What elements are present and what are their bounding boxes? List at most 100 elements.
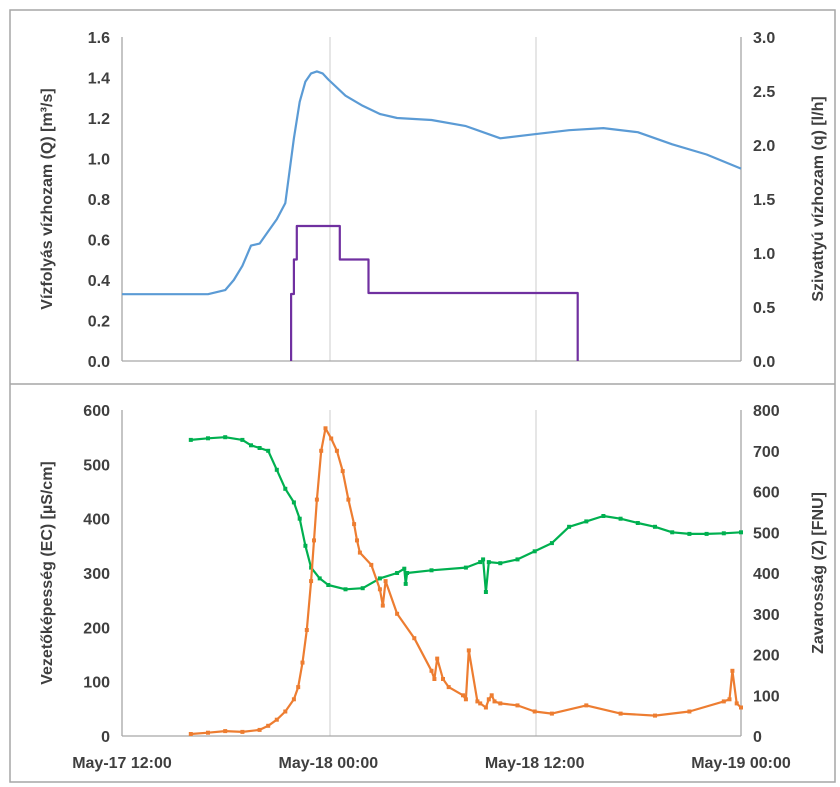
bottom-series-1-marker [296,685,301,690]
bottom-series-1-marker [334,448,339,453]
bottom-right-tick-label: 400 [753,566,780,583]
bottom-series-0-marker [326,583,331,587]
bottom-series-1-marker [319,448,324,453]
bottom-left-tick-label: 0 [101,729,110,746]
bottom-series-0-marker [567,524,572,529]
x-tick-label: May-19 00:00 [691,755,791,772]
bottom-series-0-marker [291,500,296,505]
bottom-series-0-marker [653,524,657,529]
bottom-right-tick-label: 0 [753,729,762,746]
bottom-series-1-marker [475,699,480,704]
bottom-series-1-marker [274,717,279,722]
top-left-tick-label: 1.6 [88,30,110,47]
figure-border [9,9,836,783]
bottom-left-tick-label: 400 [83,512,110,529]
top-right-tick-label: 0.5 [753,300,775,317]
bottom-series-1-marker [446,685,451,690]
bottom-series-1-marker [377,587,382,592]
bottom-series-0-marker [303,543,308,548]
top-series-1-line [290,224,579,361]
bottom-series-1-marker [653,713,657,718]
top-right-tick-label: 2.5 [753,84,775,101]
bottom-right-tick-label: 500 [753,525,780,542]
bottom-series-0-marker [463,565,468,570]
bottom-series-0-marker [223,435,228,440]
top-right-tick-label: 3.0 [753,30,775,47]
bottom-right-tick-label: 600 [753,485,780,502]
bottom-series-0-marker [257,446,262,450]
bottom-left-tick-label: 300 [83,566,110,583]
bottom-series-1-marker [369,562,374,567]
bottom-series-1-marker [730,668,735,673]
bottom-series-1-marker [721,699,726,704]
bottom-series-1-marker [687,709,692,714]
bottom-series-1-marker [549,711,554,716]
top-left-tick-label: 0.0 [88,354,110,371]
bottom-left-tick-labels: 0 100 200 300 400 500 600 [83,403,110,746]
top-panel: 0.0 0.2 0.4 0.6 0.8 1.0 1.2 1.4 1.6 0.0 0.5 1.0 1.5… [39,30,827,371]
bottom-series-0-marker [670,530,675,535]
bottom-series-1-marker [223,729,228,734]
bottom-left-axis-label: Vezetőképesség (EC) [µS/cm] [39,461,56,685]
bottom-series-0-marker [343,587,348,592]
top-right-axis-label: Szivattyú vízhozam (q) [l/h] [810,96,827,301]
bottom-series-1-marker [412,636,417,641]
bottom-series-0-marker [266,448,271,453]
bottom-series-0-marker [478,560,483,565]
top-right-tick-label: 1.5 [753,192,775,209]
bottom-series-0-marker [498,561,503,566]
bottom-series-0-marker [601,514,606,518]
bottom-series-1-marker [240,729,245,734]
bottom-right-tick-label: 300 [753,607,780,624]
bottom-series-0-marker [206,436,210,441]
bottom-series-1-marker [478,701,483,706]
bottom-series-1-marker [357,550,362,555]
bottom-series-0-marker [377,576,382,581]
x-tick-label: May-18 00:00 [279,755,379,772]
bottom-series-0-marker [360,586,365,591]
top-left-tick-label: 0.6 [88,233,110,250]
bottom-left-tick-label: 200 [83,620,110,637]
bottom-series-0-marker [486,560,491,565]
top-left-tick-label: 0.4 [88,273,110,290]
top-right-tick-label: 1.0 [753,246,775,263]
top-left-axis-label: Vízfolyás vízhozam (Q) [m³/s] [39,88,56,309]
bottom-series-0-marker [481,557,486,562]
bottom-series-0-marker [532,549,537,554]
top-left-tick-label: 0.2 [88,314,110,331]
bottom-series-group [188,426,743,736]
bottom-right-tick-labels: 0 100 200 300 400 500 600 700 800 [753,403,780,746]
bottom-series-1-marker [584,703,589,708]
bottom-series-1-marker [380,603,385,608]
bottom-series-1-marker [340,469,345,474]
bottom-series-1-marker [435,656,440,661]
bottom-series-1-marker [498,701,503,706]
bottom-right-tick-label: 100 [753,688,780,705]
bottom-series-1-marker [441,677,445,681]
bottom-series-1-marker [489,693,494,698]
bottom-series-0-marker [283,486,288,491]
bottom-series-1-marker [383,579,388,584]
bottom-series-0-marker [721,531,726,536]
top-left-tick-labels: 0.0 0.2 0.4 0.6 0.8 1.0 1.2 1.4 1.6 [88,30,110,371]
bottom-series-1-marker [206,730,210,735]
bottom-series-0-marker [405,571,410,575]
top-left-tick-label: 0.8 [88,192,110,209]
top-right-tick-label: 0.0 [753,354,775,371]
bottom-series-0-marker [317,576,322,581]
bottom-series-0-marker [274,467,279,472]
bottom-series-0-marker [515,557,520,562]
bottom-series-1-marker [734,701,739,706]
bottom-left-tick-label: 100 [83,675,110,692]
top-series-group [122,70,742,361]
bottom-series-1-marker [432,677,437,681]
bottom-panel: 0 100 200 300 400 500 600 0 100 200 300 400 500 600 7… [39,403,827,772]
bottom-series-1-marker [532,709,537,714]
bottom-series-1-marker [466,648,471,653]
bottom-series-1-marker [463,697,468,702]
bottom-series-0-marker [429,568,434,573]
bottom-series-1-marker [312,538,316,543]
bottom-series-0-marker [188,437,193,442]
top-left-tick-label: 1.2 [88,111,110,128]
